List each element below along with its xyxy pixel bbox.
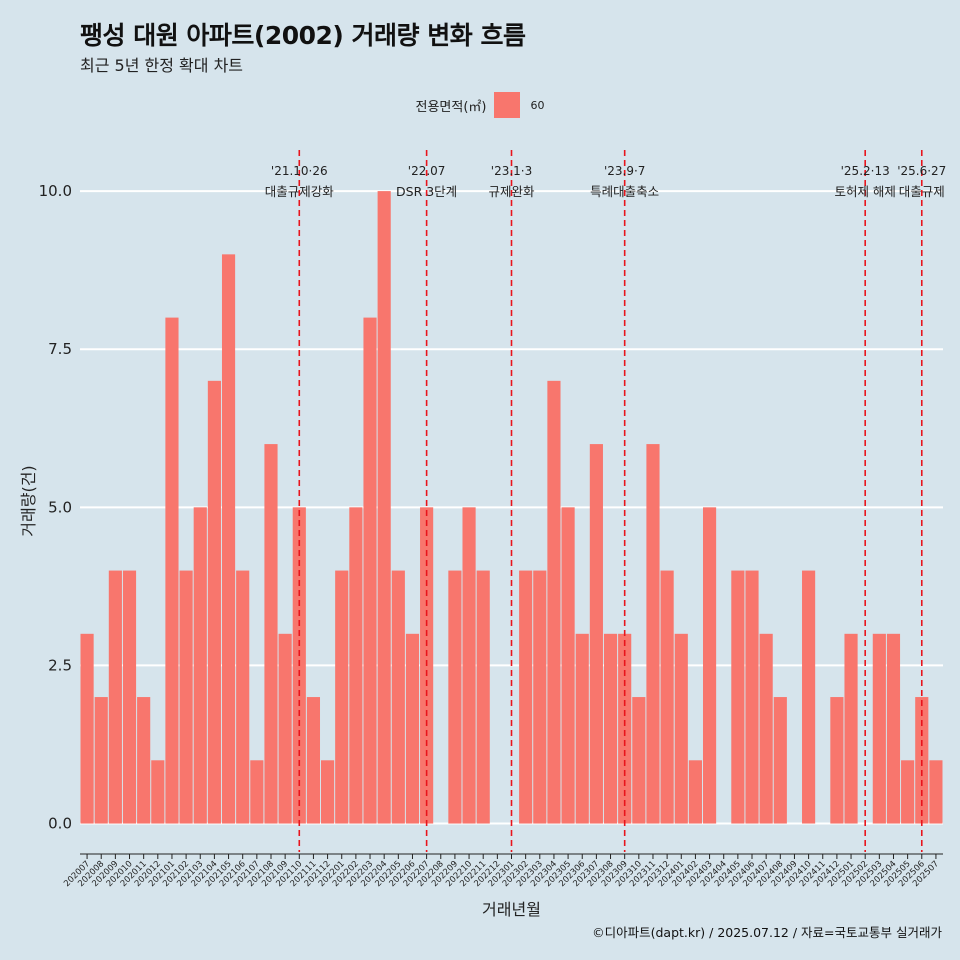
bar: [278, 633, 292, 824]
bar: [94, 697, 108, 824]
bar: [306, 697, 321, 824]
event-label: 토허제 해제: [834, 184, 895, 199]
bar: [179, 570, 193, 824]
legend-title: 전용면적(㎡): [415, 99, 487, 115]
bar: [221, 254, 236, 824]
chart-subtitle: 최근 5년 한정 확대 차트: [80, 56, 244, 75]
event-date: '23.9·7: [604, 164, 645, 178]
bar: [802, 570, 816, 824]
bar: [193, 507, 207, 824]
event-date: '22.07: [408, 164, 446, 178]
y-tick-label: 7.5: [48, 340, 72, 358]
bar: [476, 570, 490, 824]
event-label: 규제완화: [488, 184, 535, 199]
event-label: 대출규제: [899, 184, 945, 199]
bar: [872, 633, 886, 824]
y-axis-title: 거래량(건): [19, 465, 38, 536]
bar: [759, 633, 773, 824]
bar: [702, 507, 717, 824]
bar: [561, 507, 575, 824]
bar: [122, 570, 137, 824]
event-label: 대출규제강화: [265, 184, 335, 199]
bar: [731, 570, 745, 824]
bar: [660, 570, 674, 824]
bar: [773, 697, 787, 824]
event-date: '23.1·3: [491, 164, 532, 178]
bar: [646, 444, 660, 824]
bar: [901, 760, 915, 824]
bar: [236, 570, 250, 824]
y-tick-label: 0.0: [48, 815, 72, 833]
y-tick-label: 5.0: [48, 498, 72, 516]
bar: [391, 570, 405, 824]
x-axis-title: 거래년월: [482, 900, 541, 919]
event-label: DSR 3단계: [396, 184, 457, 199]
bar: [250, 760, 264, 824]
bar: [108, 570, 122, 824]
bar: [547, 380, 561, 824]
bar: [321, 760, 335, 824]
bar: [405, 633, 420, 824]
bar: [745, 570, 759, 824]
event-date: '25.6·27: [897, 164, 946, 178]
bar: [335, 570, 349, 824]
y-tick-label: 2.5: [48, 656, 72, 674]
bar: [929, 760, 943, 824]
bar: [207, 380, 221, 824]
bar: [886, 633, 901, 824]
bar: [165, 317, 179, 824]
y-tick-label: 10.0: [39, 182, 72, 200]
bar: [80, 633, 94, 824]
bar: [349, 507, 363, 824]
bar: [363, 317, 377, 824]
legend: 전용면적(㎡) 60: [0, 92, 960, 118]
event-date: '25.2·13: [841, 164, 890, 178]
chart-caption: ©디아파트(dapt.kr) / 2025.07.12 / 자료=국토교통부 실…: [592, 925, 942, 940]
legend-label: 60: [530, 98, 545, 112]
bar: [575, 633, 589, 824]
bar: [830, 697, 844, 824]
bar: [519, 570, 533, 824]
bar: [462, 507, 476, 824]
event-date: '21.10·26: [271, 164, 328, 178]
bar: [533, 570, 547, 824]
bar: [674, 633, 688, 824]
bar: [589, 444, 603, 824]
bar: [688, 760, 702, 824]
chart-title: 팽성 대원 아파트(2002) 거래량 변화 흐름: [80, 21, 526, 50]
bar: [137, 697, 151, 824]
event-label: 특례대출축소: [590, 184, 659, 199]
bar: [632, 697, 646, 824]
legend-swatch: [494, 92, 521, 118]
bar: [448, 570, 462, 824]
bar: [264, 444, 278, 824]
bar: [618, 633, 632, 824]
bar: [844, 633, 858, 824]
bar: [603, 633, 618, 824]
bar: [151, 760, 165, 824]
bar: [377, 191, 391, 824]
